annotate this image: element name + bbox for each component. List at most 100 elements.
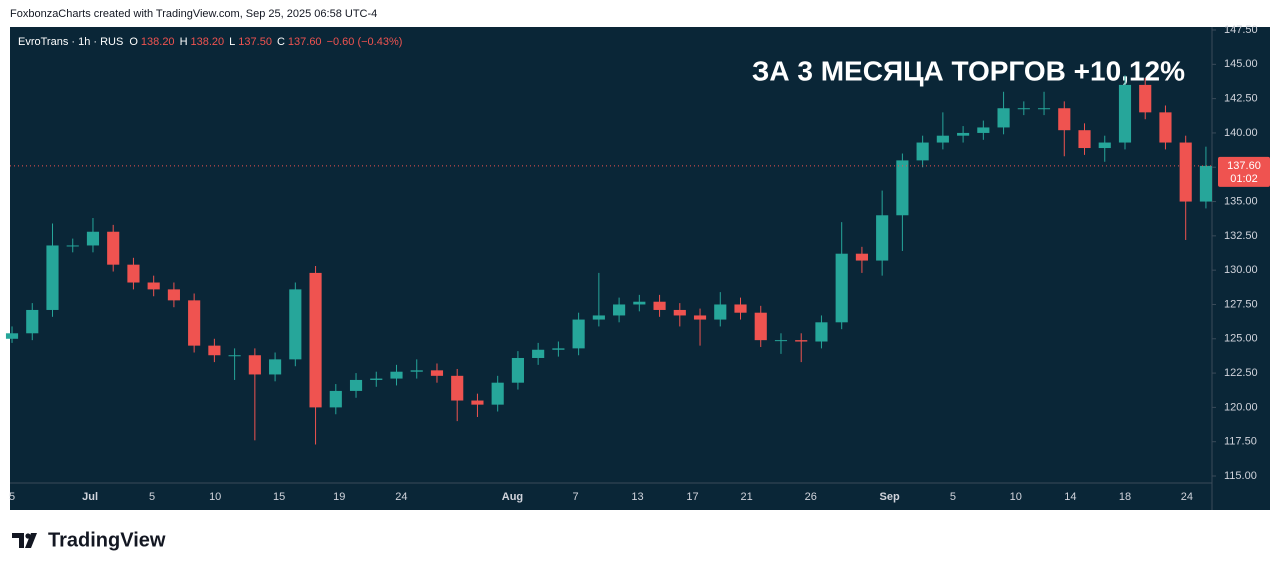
candle-body: [410, 370, 423, 372]
x-tick-label: Aug: [502, 491, 523, 503]
legend: EvroTrans · 1h · RUS O 138.20 H 138.20 L 137.5…: [18, 36, 402, 48]
candle-body: [613, 304, 626, 316]
candle-body: [309, 272, 322, 408]
last-price-badge: [1218, 156, 1270, 187]
y-tick-label: 142.50: [1224, 93, 1258, 105]
candle-body: [1118, 84, 1132, 143]
candle-body: [451, 375, 464, 401]
y-tick-label: 127.50: [1224, 298, 1258, 310]
candle-body: [289, 289, 302, 360]
candle-body: [370, 378, 383, 380]
candle-body: [127, 264, 140, 283]
candle-body: [5, 333, 19, 339]
candle-body: [795, 340, 808, 342]
x-tick-label: 7: [573, 491, 579, 503]
legend-value: 138.20: [141, 36, 175, 48]
x-tick-label: 5: [9, 491, 15, 503]
brand-name: TradingView: [48, 529, 166, 551]
brand-logo: [12, 533, 37, 548]
candle-body: [754, 312, 767, 341]
candle-body: [248, 355, 261, 375]
chart-title: ЗА 3 МЕСЯЦА ТОРГОВ +10,12%: [752, 55, 1185, 86]
legend-key: H: [180, 36, 188, 48]
candle-body: [511, 357, 524, 383]
candle-body: [916, 142, 929, 161]
candle-body: [1139, 84, 1152, 113]
legend-key: C: [277, 36, 285, 48]
last-price-label: 137.60: [1227, 160, 1261, 172]
x-tick-label: Sep: [880, 491, 900, 503]
candle-body: [147, 282, 160, 290]
candle-body: [774, 340, 788, 342]
candle-body: [997, 108, 1010, 128]
candle-body: [491, 382, 504, 405]
legend-value: 137.60: [288, 36, 322, 48]
candle-body: [653, 301, 666, 310]
x-tick-label: 15: [273, 491, 285, 503]
candle-body: [86, 231, 100, 246]
x-tick-label: 10: [209, 491, 221, 503]
legend-value: 137.50: [238, 36, 272, 48]
y-tick-label: 140.00: [1224, 127, 1258, 139]
candle-body: [188, 300, 201, 346]
candle-body: [1179, 142, 1192, 202]
candle-body: [673, 309, 686, 316]
countdown: 01:02: [1230, 173, 1258, 185]
y-tick-label: 115.00: [1224, 470, 1257, 482]
candle-body: [532, 349, 545, 358]
legend-symbol: EvroTrans · 1h · RUS: [18, 36, 123, 48]
legend-value: 138.20: [191, 36, 225, 48]
x-tick-label: 21: [740, 491, 752, 503]
x-tick-label: 17: [686, 491, 698, 503]
x-tick-label: 26: [805, 491, 817, 503]
candle-body: [1058, 108, 1071, 131]
candle-body: [1037, 108, 1051, 110]
legend-key: L: [229, 36, 235, 48]
x-tick-label: 13: [631, 491, 643, 503]
y-tick-label: 125.00: [1224, 333, 1258, 345]
candle-body: [1199, 165, 1212, 202]
candle-body: [228, 355, 241, 357]
candle-body: [552, 348, 565, 350]
x-tick-label: 14: [1064, 491, 1076, 503]
chart-panel: [10, 27, 1270, 510]
candle-body: [977, 127, 990, 133]
candle-body: [693, 315, 707, 320]
legend-change: −0.60 (−0.43%): [327, 36, 403, 48]
y-tick-label: 122.50: [1224, 367, 1258, 379]
brand-logo-dot: [25, 533, 31, 539]
x-tick-label: 18: [1119, 491, 1131, 503]
x-tick-label: 5: [950, 491, 956, 503]
candle-body: [269, 359, 282, 375]
candle-body: [26, 309, 39, 334]
y-tick-label: 135.00: [1224, 195, 1258, 207]
candle-body: [167, 289, 180, 301]
candle-body: [66, 245, 79, 247]
y-tick-label: 147.50: [1224, 24, 1258, 36]
candle-body: [876, 215, 889, 261]
x-tick-label: 24: [395, 491, 407, 503]
candle-body: [1159, 112, 1172, 143]
candle-body: [734, 304, 747, 313]
header: FoxbonzaCharts created with TradingView.…: [10, 8, 377, 20]
candle-body: [592, 315, 605, 320]
x-tick-label: Jul: [82, 491, 98, 503]
candle-body: [1098, 142, 1111, 149]
candle-body: [430, 370, 444, 376]
candle-body: [1078, 130, 1091, 149]
y-tick-label: 120.00: [1224, 401, 1258, 413]
candle-body: [896, 160, 909, 216]
candle-body: [390, 371, 403, 379]
candle-body: [957, 132, 970, 136]
legend-key: O: [129, 36, 138, 48]
candle-body: [714, 304, 727, 320]
candle-body: [815, 322, 828, 342]
x-tick-label: 10: [1010, 491, 1022, 503]
candle-body: [936, 135, 949, 143]
candle-body: [46, 245, 59, 310]
candle-body: [471, 400, 484, 405]
candle-body: [349, 379, 363, 391]
candle-body: [107, 231, 120, 265]
candle-body: [835, 253, 848, 323]
